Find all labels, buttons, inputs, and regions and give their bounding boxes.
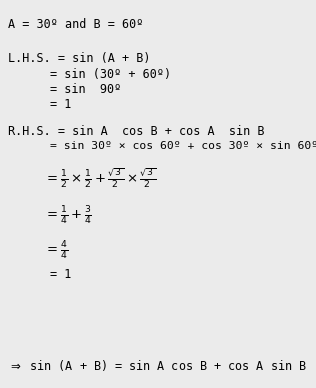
Text: R.H.S. = sin A  cos B + cos A  sin B: R.H.S. = sin A cos B + cos A sin B	[8, 125, 264, 138]
Text: $\Rightarrow$ sin (A + B) = sin A cos B + cos A sin B: $\Rightarrow$ sin (A + B) = sin A cos B …	[8, 358, 307, 373]
Text: = sin  90º: = sin 90º	[50, 83, 121, 96]
Text: $= \frac{1}{2} \times \frac{1}{2} + \frac{\sqrt{3}}{2} \times \frac{\sqrt{3}}{2}: $= \frac{1}{2} \times \frac{1}{2} + \fra…	[44, 167, 156, 191]
Text: = 1: = 1	[50, 268, 71, 281]
Text: A = 30º and B = 60º: A = 30º and B = 60º	[8, 18, 143, 31]
Text: $= \frac{1}{4} + \frac{3}{4}$: $= \frac{1}{4} + \frac{3}{4}$	[44, 205, 92, 227]
Text: L.H.S. = sin (A + B): L.H.S. = sin (A + B)	[8, 52, 150, 65]
Text: = sin (30º + 60º): = sin (30º + 60º)	[50, 68, 171, 81]
Text: = 1: = 1	[50, 98, 71, 111]
Text: $= \frac{4}{4}$: $= \frac{4}{4}$	[44, 240, 68, 262]
Text: = sin 30º × cos 60º + cos 30º × sin 60º: = sin 30º × cos 60º + cos 30º × sin 60º	[50, 141, 316, 151]
